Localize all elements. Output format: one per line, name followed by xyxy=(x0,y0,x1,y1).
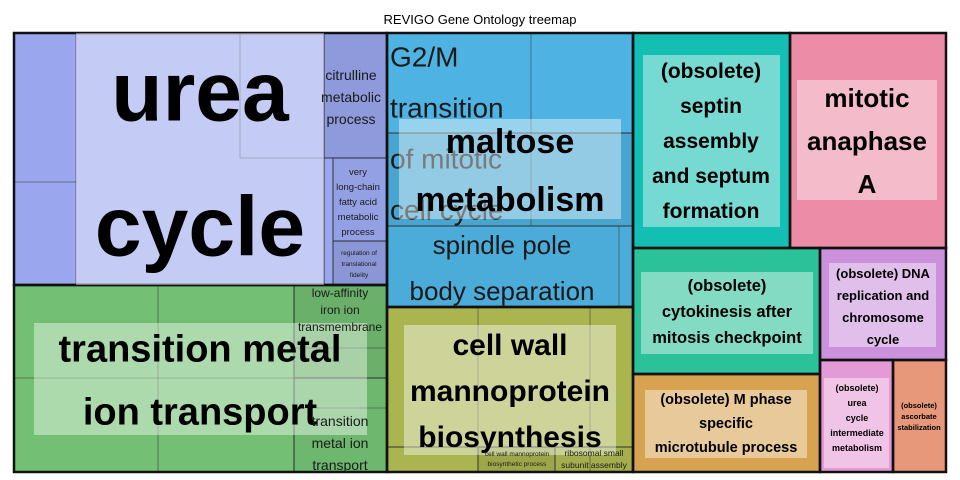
treemap-label-9-0: (obsolete) urea cycle intermediate metabolis… xyxy=(830,383,884,453)
treemap-label-4-0: (obsolete) septin assembly and septum format… xyxy=(652,60,770,223)
treemap-label-3-2: ribosomal small subunit assembly xyxy=(561,448,627,470)
treemap-group-3 xyxy=(387,307,633,472)
treemap-group-10 xyxy=(893,360,946,472)
treemap-cell-2-1 xyxy=(387,133,633,226)
treemap-label-0-2: very long-chain fatty acid metabolic process xyxy=(336,167,380,238)
treemap-label-2-1: maltose metabolism xyxy=(416,123,605,219)
treemap-cell-1-1 xyxy=(294,285,387,378)
treemap-cell-0-1 xyxy=(324,33,387,158)
treemap-label-6-0: (obsolete) cytokinesis after mitosis check… xyxy=(652,277,802,347)
treemap-label-2-2: spindle pole body separation xyxy=(409,230,594,306)
treemap-label-7-0: (obsolete) DNA replication and chromosome c… xyxy=(836,266,931,347)
treemap-label-10-0: (obsolete) ascorbate stabilization xyxy=(897,401,941,432)
treemap-cell-3-2 xyxy=(555,447,633,472)
treemap-group-5 xyxy=(790,33,946,248)
treemap-group-7 xyxy=(820,248,946,360)
treemap-label-5-0: mitotic anaphase A xyxy=(807,83,927,199)
treemap-group-8 xyxy=(633,374,820,472)
treemap-label-0-1: citrulline metabolic process xyxy=(321,67,381,127)
treemap-label-0-3: regulation of translational fidelity xyxy=(341,250,377,279)
treemap-group-6 xyxy=(633,248,820,374)
treemap-cell-0-2 xyxy=(333,158,387,241)
treemap-label-1-2: transition metal ion transport xyxy=(312,413,369,473)
treemap-group-9 xyxy=(820,360,893,472)
treemap-label-3-0: cell wall mannoprotein biosynthesis xyxy=(410,329,610,454)
treemap-group-4 xyxy=(633,33,790,248)
treemap-label-3-1: cell wall mannoprotein biosynthetic proce… xyxy=(485,451,550,468)
treemap-cell-1-2 xyxy=(294,378,387,472)
treemap-label-1-1: low-affinity iron ion transmembrane xyxy=(298,286,382,334)
treemap-label-8-0: (obsolete) M phase specific microtubule pr… xyxy=(655,392,798,456)
treemap-cell-2-2 xyxy=(387,226,633,307)
treemap-cell-3-1 xyxy=(478,447,555,472)
treemap-cell-0-3 xyxy=(333,241,387,285)
treemap-label-1-0: transition metal ion transport xyxy=(59,329,342,434)
treemap-label-2-0: G2/M transition of mitotic cell cycle xyxy=(390,41,504,225)
chart-title: REVIGO Gene Ontology treemap xyxy=(383,12,577,27)
treemap-label-0-0: urea cycle xyxy=(95,45,305,274)
